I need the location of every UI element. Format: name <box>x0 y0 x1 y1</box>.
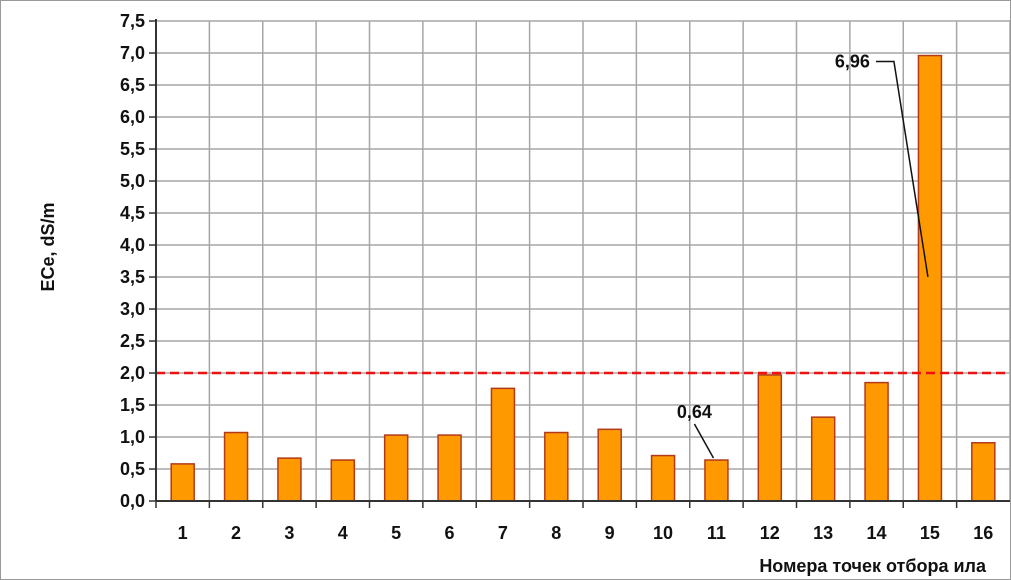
y-tick-label: 6,5 <box>120 75 145 95</box>
bars <box>170 54 996 502</box>
y-tick-label: 2,5 <box>120 331 145 351</box>
y-tick-label: 6,0 <box>120 107 145 127</box>
y-tick-label: 0,5 <box>120 459 145 479</box>
x-tick-label: 10 <box>653 523 673 543</box>
x-tick-label: 8 <box>551 523 561 543</box>
bar <box>223 431 249 502</box>
bar <box>383 434 409 502</box>
y-tick-label: 1,5 <box>120 395 145 415</box>
x-tick-label: 14 <box>867 523 887 543</box>
x-tick-label: 15 <box>920 523 940 543</box>
bar <box>704 459 729 502</box>
x-axis-title: Номера точек отбора ила <box>759 556 987 576</box>
x-tick-label: 5 <box>391 523 401 543</box>
bar <box>330 459 356 502</box>
y-axis-title: ECe, dS/m <box>38 202 58 291</box>
annotation-leader <box>693 423 715 459</box>
x-tick-label: 3 <box>284 523 294 543</box>
x-tick-label: 7 <box>498 523 508 543</box>
x-tick-label: 11 <box>707 523 726 543</box>
bar <box>864 381 889 502</box>
annotation-leader <box>875 60 929 278</box>
bar <box>544 431 569 502</box>
x-tick-label: 2 <box>231 523 241 543</box>
annotations: 0,64 6,96 <box>677 52 929 459</box>
annotation-label: 6,96 <box>835 52 870 72</box>
y-tick-label: 1,0 <box>120 427 145 447</box>
y-tick-label: 2,0 <box>120 363 145 383</box>
y-tick-label: 0,0 <box>120 491 145 511</box>
axes <box>149 19 1010 508</box>
y-tick-label: 4,0 <box>120 235 145 255</box>
x-tick-label: 6 <box>445 523 455 543</box>
bar <box>597 428 622 502</box>
x-tick-label: 16 <box>973 523 993 543</box>
x-tick-label: 4 <box>338 523 348 543</box>
grid <box>156 20 1010 501</box>
bar <box>971 442 996 502</box>
y-tick-label: 7,5 <box>120 11 145 31</box>
bar <box>277 457 302 502</box>
x-tick-label: 12 <box>760 523 780 543</box>
y-tick-label: 4,5 <box>120 203 145 223</box>
bar <box>917 54 943 502</box>
bar <box>437 434 462 502</box>
x-tick-label: 1 <box>178 523 188 543</box>
y-tick-label: 3,5 <box>120 267 145 287</box>
tick-labels: 0,0 0,5 1,0 1,5 2,0 2,5 3,0 3,5 4,0 4,5 5,0 5,5 6,0 6… <box>120 11 993 543</box>
bar <box>490 387 516 502</box>
y-tick-label: 5,0 <box>120 171 145 191</box>
y-tick-label: 5,5 <box>120 139 145 159</box>
annotation-label: 0,64 <box>677 402 712 422</box>
x-tick-label: 13 <box>813 523 833 543</box>
bar <box>810 416 836 502</box>
y-tick-label: 7,0 <box>120 43 145 63</box>
x-tick-label: 9 <box>605 523 615 543</box>
y-tick-label: 3,0 <box>120 299 145 319</box>
bar <box>170 463 195 502</box>
bar <box>757 374 783 502</box>
bar <box>650 454 676 502</box>
